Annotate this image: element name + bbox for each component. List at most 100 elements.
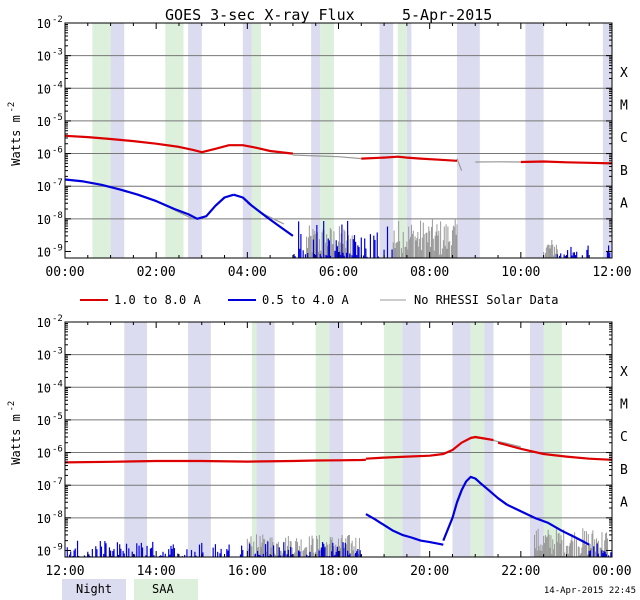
night-band — [602, 23, 612, 258]
flare-class-label: C — [620, 131, 628, 146]
long-flux-line — [365, 435, 494, 460]
x-tick-label: 04:00 — [228, 265, 267, 280]
legend-short-label: 0.5 to 4.0 A — [262, 293, 349, 307]
night-band — [525, 23, 544, 258]
y-tick-label: 10 — [37, 447, 51, 461]
x-tick-label: 12:00 — [592, 265, 631, 280]
y-tick-label: 10 — [37, 349, 51, 363]
y-tick-label: 10 — [37, 50, 51, 64]
x-tick-label: 00:00 — [45, 265, 84, 280]
y-tick-exponent: -6 — [52, 445, 63, 455]
short-flux-line — [64, 178, 235, 220]
y-tick-exponent: -3 — [52, 48, 63, 58]
saa-swatch — [134, 579, 198, 600]
flare-class-label: A — [620, 496, 628, 511]
y-tick-label: 10 — [37, 82, 51, 96]
x-tick-label: 16:00 — [228, 564, 267, 579]
x-tick-label: 18:00 — [319, 564, 358, 579]
y-tick-exponent: -4 — [52, 379, 63, 389]
saa-band — [92, 23, 111, 258]
long-flux-line — [361, 155, 458, 162]
y-tick-label: 10 — [37, 148, 51, 162]
legend-long-label: 1.0 to 8.0 A — [114, 293, 201, 307]
y-tick-exponent: -9 — [52, 243, 63, 253]
y-tick-exponent: -8 — [52, 211, 63, 221]
long-flux-line — [64, 458, 366, 464]
legend: 1.0 to 8.0 A 0.5 to 4.0 A No RHESSI Sola… — [80, 293, 559, 307]
y-tick-label: 10 — [37, 414, 51, 428]
y-tick-exponent: -8 — [52, 510, 63, 520]
night-band — [329, 322, 344, 557]
y-tick-label: 10 — [37, 180, 51, 194]
y-tick-exponent: -2 — [52, 15, 63, 25]
saa-band — [165, 23, 184, 258]
night-band — [379, 23, 394, 258]
flare-class-label: B — [620, 463, 628, 478]
y-tick-label: 10 — [37, 115, 51, 129]
x-tick-label: 14:00 — [137, 564, 176, 579]
x-tick-label: 20:00 — [410, 564, 449, 579]
y-tick-exponent: -5 — [52, 113, 63, 123]
y-tick-exponent: -9 — [52, 542, 63, 552]
x-tick-label: 00:00 — [592, 564, 631, 579]
flare-class-label: A — [620, 197, 628, 212]
legend-gap-label: No RHESSI Solar Data — [414, 293, 559, 307]
timestamp: 14-Apr-2015 22:45 — [544, 586, 636, 596]
long-flux-line — [64, 134, 294, 155]
y-tick-label: 10 — [37, 17, 51, 31]
y-tick-exponent: -7 — [52, 477, 63, 487]
short-flux-line — [365, 513, 444, 546]
chart-date: 5-Apr-2015 — [402, 6, 492, 24]
y-tick-exponent: -3 — [52, 347, 63, 357]
y-tick-label: 10 — [37, 245, 51, 259]
x-tick-label: 10:00 — [501, 265, 540, 280]
y-tick-label: 10 — [37, 512, 51, 526]
saa-label: SAA — [152, 582, 174, 596]
y-axis-label-exponent: -2 — [7, 102, 17, 113]
saa-band — [543, 322, 562, 557]
y-tick-exponent: -6 — [52, 146, 63, 156]
y-tick-exponent: -4 — [52, 80, 63, 90]
night-band — [256, 322, 275, 557]
night-swatch — [62, 579, 126, 600]
top-panel: 10-210-310-410-510-610-710-810 -9XMCBA00:… — [7, 15, 632, 280]
saa-band — [397, 23, 407, 258]
y-tick-label: 10 — [37, 316, 51, 330]
night-band — [452, 322, 471, 557]
night-band — [188, 322, 211, 557]
night-band — [457, 23, 480, 258]
shade-legend: Night SAA — [62, 579, 198, 600]
y-tick-exponent: -7 — [52, 178, 63, 188]
flare-class-label: X — [620, 66, 628, 81]
x-tick-label: 12:00 — [45, 564, 84, 579]
x-tick-label: 22:00 — [501, 564, 540, 579]
night-band — [124, 322, 148, 557]
saa-band — [320, 23, 334, 258]
saa-band — [315, 322, 330, 557]
flare-class-label: C — [620, 430, 628, 445]
saa-band — [251, 322, 257, 557]
long-gap-line — [456, 158, 463, 171]
chart-title: GOES 3-sec X-ray Flux — [165, 6, 355, 24]
short-flux-line — [442, 475, 508, 542]
x-tick-label: 06:00 — [319, 265, 358, 280]
y-tick-exponent: -5 — [52, 412, 63, 422]
night-label: Night — [76, 582, 112, 596]
y-axis-label: Watts m — [9, 414, 23, 465]
saa-band — [470, 322, 485, 557]
flare-class-label: X — [620, 365, 628, 380]
y-tick-exponent: -2 — [52, 314, 63, 324]
y-axis-label-exponent: -2 — [7, 401, 17, 412]
saa-band — [384, 322, 403, 557]
long-gap-line — [292, 154, 362, 160]
long-flux-line — [520, 160, 613, 165]
y-tick-label: 10 — [37, 544, 51, 558]
bottom-panel: 10-210-310-410-510-610-710-810 -9XMCBA12:… — [7, 314, 632, 579]
saa-band — [251, 23, 262, 258]
short-flux-line — [506, 503, 590, 546]
night-band — [188, 23, 202, 258]
x-tick-label: 08:00 — [410, 265, 449, 280]
y-tick-label: 10 — [37, 213, 51, 227]
night-band — [402, 322, 421, 557]
